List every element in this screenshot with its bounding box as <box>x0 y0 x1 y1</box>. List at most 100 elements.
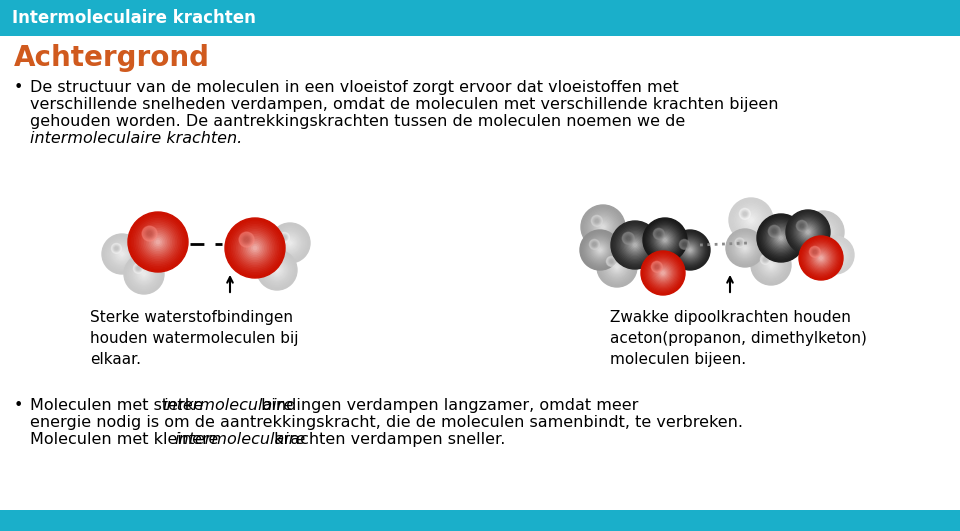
Circle shape <box>672 232 708 268</box>
Circle shape <box>738 241 741 244</box>
Circle shape <box>811 220 834 244</box>
Circle shape <box>775 232 787 245</box>
Circle shape <box>742 211 748 217</box>
Circle shape <box>593 217 601 225</box>
Text: Moleculen met sterke: Moleculen met sterke <box>30 398 208 413</box>
Circle shape <box>671 231 708 269</box>
Circle shape <box>809 218 837 246</box>
Circle shape <box>800 224 817 241</box>
Text: gehouden worden. De aantrekkingskrachten tussen de moleculen noemen we de: gehouden worden. De aantrekkingskrachten… <box>30 114 685 129</box>
Circle shape <box>227 220 283 276</box>
Circle shape <box>133 217 183 267</box>
Circle shape <box>743 212 747 216</box>
Circle shape <box>684 244 696 255</box>
Circle shape <box>145 229 155 238</box>
Circle shape <box>740 209 750 218</box>
Circle shape <box>755 249 787 281</box>
Circle shape <box>233 226 276 270</box>
Circle shape <box>266 259 288 281</box>
Circle shape <box>139 270 149 278</box>
Circle shape <box>133 263 143 273</box>
Circle shape <box>735 204 767 236</box>
Circle shape <box>616 266 618 268</box>
Circle shape <box>818 238 852 272</box>
Circle shape <box>805 215 841 250</box>
Circle shape <box>737 207 764 234</box>
Circle shape <box>592 242 608 258</box>
Circle shape <box>732 202 769 238</box>
Circle shape <box>121 253 123 255</box>
Circle shape <box>673 233 707 267</box>
Circle shape <box>283 237 285 238</box>
Circle shape <box>134 264 154 284</box>
Circle shape <box>657 232 660 236</box>
Circle shape <box>622 232 635 244</box>
Circle shape <box>828 249 830 251</box>
Circle shape <box>756 251 785 279</box>
Circle shape <box>277 231 302 255</box>
Circle shape <box>763 257 779 273</box>
Text: intermoleculaire: intermoleculaire <box>162 398 294 413</box>
Circle shape <box>132 262 156 286</box>
Text: krachten verdampen sneller.: krachten verdampen sneller. <box>269 432 505 447</box>
Circle shape <box>276 230 303 256</box>
Circle shape <box>816 236 854 274</box>
Circle shape <box>596 220 598 222</box>
Circle shape <box>736 205 766 235</box>
Circle shape <box>754 247 789 283</box>
Circle shape <box>109 242 134 266</box>
Circle shape <box>689 249 691 251</box>
Circle shape <box>806 216 839 249</box>
Circle shape <box>739 208 763 232</box>
Circle shape <box>260 253 294 287</box>
Circle shape <box>611 221 659 269</box>
Circle shape <box>608 258 614 265</box>
Circle shape <box>595 220 611 234</box>
Circle shape <box>590 240 599 249</box>
Circle shape <box>137 268 139 269</box>
Circle shape <box>627 237 643 253</box>
Circle shape <box>607 256 616 267</box>
Circle shape <box>155 238 161 245</box>
Circle shape <box>681 240 688 249</box>
Circle shape <box>680 240 700 260</box>
Circle shape <box>746 215 756 225</box>
Circle shape <box>595 219 599 222</box>
Circle shape <box>115 247 117 249</box>
Circle shape <box>145 229 171 255</box>
Bar <box>0 0 960 36</box>
Circle shape <box>147 231 152 236</box>
Circle shape <box>112 244 121 253</box>
Circle shape <box>598 248 602 252</box>
Circle shape <box>732 200 771 239</box>
Circle shape <box>592 216 601 226</box>
Circle shape <box>802 226 814 238</box>
Circle shape <box>599 249 601 251</box>
Circle shape <box>606 256 628 278</box>
Circle shape <box>660 269 666 277</box>
Circle shape <box>772 229 777 233</box>
Circle shape <box>798 222 805 229</box>
Text: intermoleculaire: intermoleculaire <box>175 432 306 447</box>
Circle shape <box>647 221 684 259</box>
Circle shape <box>611 261 612 262</box>
Circle shape <box>287 239 294 246</box>
Circle shape <box>810 219 836 245</box>
Circle shape <box>132 216 184 269</box>
Circle shape <box>644 219 685 261</box>
Circle shape <box>139 224 177 260</box>
Circle shape <box>731 233 759 263</box>
Circle shape <box>811 248 819 255</box>
Circle shape <box>732 234 758 262</box>
Circle shape <box>281 234 288 241</box>
Circle shape <box>733 236 756 260</box>
Circle shape <box>629 238 641 252</box>
Circle shape <box>624 234 633 242</box>
Circle shape <box>143 273 145 275</box>
Circle shape <box>771 228 778 234</box>
Circle shape <box>589 239 599 250</box>
Circle shape <box>252 245 258 251</box>
Circle shape <box>146 230 154 237</box>
Circle shape <box>828 248 831 251</box>
Circle shape <box>726 229 764 267</box>
